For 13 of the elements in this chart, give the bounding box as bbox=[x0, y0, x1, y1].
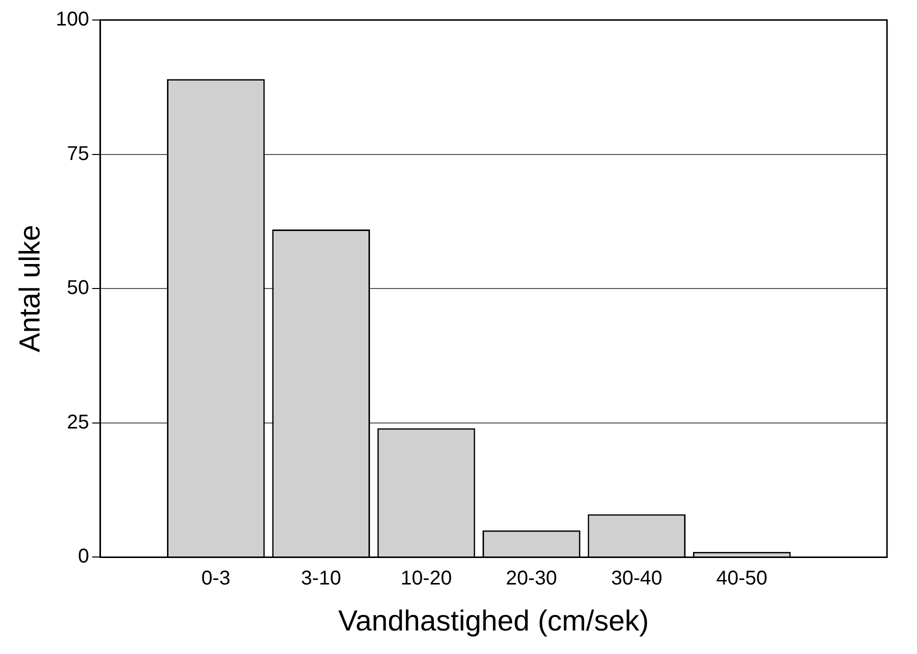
x-tick-label: 3-10 bbox=[301, 568, 342, 590]
x-tick-label: 0-3 bbox=[201, 568, 230, 590]
y-axis-title: Antal ulke bbox=[14, 224, 46, 352]
x-tick-label: 40-50 bbox=[716, 568, 768, 590]
y-tick-label: 75 bbox=[66, 142, 90, 165]
y-tick-label: 50 bbox=[66, 277, 90, 300]
x-tick-label: 20-30 bbox=[506, 568, 558, 590]
x-tick-label: 30-40 bbox=[611, 568, 662, 590]
x-tick-label: 10-20 bbox=[400, 568, 452, 590]
y-tick-label: 25 bbox=[66, 411, 90, 434]
y-tick-label: 0 bbox=[78, 546, 90, 568]
y-tick-label: 100 bbox=[56, 8, 90, 31]
x-axis-title: Vandhastighed (cm/sek) bbox=[338, 606, 649, 638]
